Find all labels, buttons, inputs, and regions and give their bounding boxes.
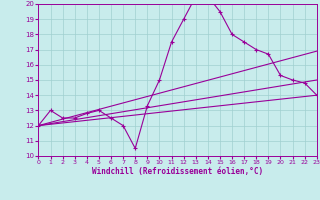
X-axis label: Windchill (Refroidissement éolien,°C): Windchill (Refroidissement éolien,°C): [92, 167, 263, 176]
